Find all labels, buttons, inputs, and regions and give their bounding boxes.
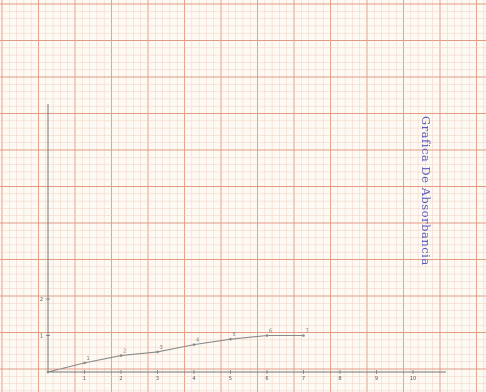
x-tick-label: 8 — [338, 376, 341, 382]
point-label: 2 — [123, 349, 126, 355]
x-tick-label: 1 — [83, 376, 86, 382]
x-tick-label: 10 — [410, 376, 416, 382]
x-tick-label: 6 — [265, 376, 268, 382]
series-line — [47, 334, 304, 373]
point-label: 3 — [160, 345, 163, 351]
data-point — [192, 343, 196, 346]
point-label: 4 — [196, 338, 199, 344]
data-point — [83, 361, 86, 365]
x-tick-label: 7 — [302, 376, 305, 382]
data-point — [156, 350, 159, 354]
point-label: 5 — [233, 332, 236, 338]
x-tick-label: 9 — [375, 376, 378, 382]
x-tick-label: 3 — [156, 376, 159, 382]
data-point — [265, 334, 269, 337]
data-point — [302, 334, 305, 337]
data-point — [119, 354, 123, 357]
point-label: 6 — [269, 329, 272, 335]
y-tick-label: 1 — [40, 334, 43, 340]
data-point — [229, 337, 232, 341]
data-point — [46, 370, 50, 374]
point-label: 1 — [87, 356, 90, 362]
x-tick-label: 4 — [192, 376, 195, 382]
y-tick-label: 2 — [40, 297, 43, 303]
point-label: 7 — [306, 329, 309, 335]
x-tick-label: 2 — [119, 376, 122, 382]
x-tick-label: 5 — [229, 376, 232, 382]
